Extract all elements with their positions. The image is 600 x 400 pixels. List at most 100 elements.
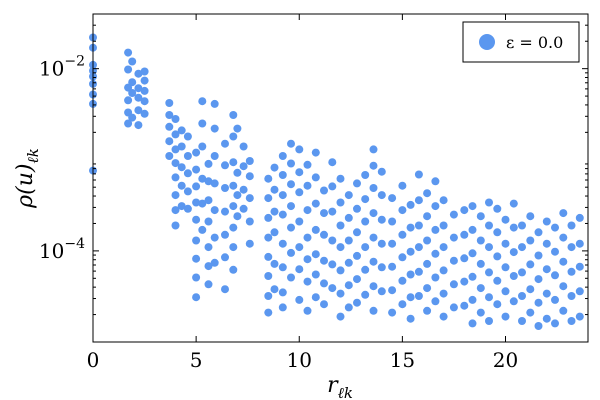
data-point (518, 317, 526, 325)
data-point (439, 266, 448, 275)
data-point (303, 160, 312, 169)
data-point (295, 243, 304, 252)
data-point (336, 198, 345, 207)
data-point (192, 215, 201, 224)
data-point (204, 177, 213, 186)
data-point (353, 251, 361, 260)
data-point (414, 243, 423, 252)
data-point (388, 286, 397, 295)
data-point (559, 282, 568, 291)
data-point (476, 212, 485, 221)
data-point (559, 257, 568, 266)
data-point (460, 230, 469, 239)
data-point (406, 200, 415, 209)
data-point (518, 268, 526, 277)
data-point (398, 206, 407, 215)
data-point (140, 109, 149, 118)
data-point (134, 93, 143, 102)
data-point (311, 148, 320, 157)
data-point (431, 177, 440, 186)
data-point (551, 319, 559, 328)
data-point (221, 230, 229, 239)
data-point (320, 300, 328, 309)
data-point (239, 142, 248, 151)
data-point (264, 292, 273, 300)
data-point (353, 179, 361, 188)
data-point (221, 139, 229, 148)
data-point (542, 265, 551, 274)
data-point (210, 233, 219, 242)
data-point (210, 258, 219, 267)
data-point (311, 225, 320, 234)
data-point (278, 191, 287, 200)
data-point (369, 145, 378, 154)
data-point (210, 152, 219, 160)
data-point (377, 215, 386, 224)
data-point (171, 221, 180, 230)
data-point (336, 221, 345, 230)
data-point (270, 163, 279, 172)
data-point (485, 198, 493, 207)
legend-marker (479, 34, 495, 50)
data-point (239, 162, 248, 171)
data-point (476, 236, 485, 245)
data-point (336, 243, 345, 252)
data-point (311, 173, 320, 182)
data-point (134, 69, 143, 78)
data-point (124, 65, 133, 74)
data-point (476, 259, 485, 268)
data-point (336, 312, 345, 321)
data-point (221, 184, 229, 192)
data-point (567, 221, 576, 230)
data-point (361, 171, 370, 179)
data-point (328, 236, 337, 245)
data-point (303, 206, 312, 215)
data-point (485, 221, 493, 230)
data-point (221, 161, 229, 170)
data-point (328, 207, 337, 216)
data-point (423, 259, 432, 268)
data-point (449, 256, 458, 265)
data-point (542, 314, 551, 323)
data-point (204, 217, 213, 226)
data-point (183, 187, 192, 196)
data-point (192, 198, 201, 207)
data-point (204, 262, 213, 271)
data-point (320, 230, 328, 239)
data-point (287, 223, 295, 232)
data-point (287, 248, 295, 257)
data-point (198, 199, 207, 208)
data-point (198, 97, 207, 106)
data-point (229, 111, 238, 119)
data-point (134, 106, 143, 115)
data-point (518, 221, 526, 230)
data-point (264, 233, 273, 242)
data-point (270, 207, 279, 216)
data-point (328, 158, 337, 167)
data-point (575, 287, 584, 296)
data-point (423, 189, 432, 198)
data-point (361, 195, 370, 204)
data-point (192, 293, 201, 302)
data-point (353, 275, 361, 284)
data-point (233, 191, 242, 200)
data-point (398, 181, 407, 190)
data-point (128, 89, 137, 97)
data-point (124, 48, 133, 57)
data-point (239, 204, 248, 213)
data-point (295, 295, 304, 304)
data-point (518, 243, 526, 252)
legend: ε = 0.0 (462, 21, 580, 63)
data-point (229, 243, 238, 252)
data-point (140, 76, 149, 85)
data-point (377, 239, 386, 248)
data-point (245, 217, 254, 226)
data-point (192, 165, 201, 174)
data-point (431, 202, 440, 211)
data-point (551, 295, 559, 304)
data-point (431, 249, 440, 258)
data-point (485, 317, 493, 325)
y-axis-label-group: ρ(u)ℓk (13, 148, 42, 209)
data-point (431, 225, 440, 234)
data-point (377, 263, 386, 272)
